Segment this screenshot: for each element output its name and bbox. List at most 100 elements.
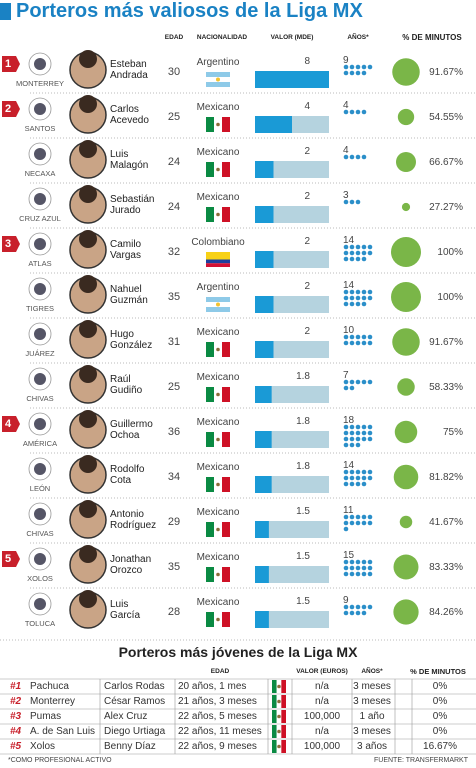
flag [281, 710, 286, 723]
year-dot [361, 301, 367, 307]
title: Porteros más valiosos de la Liga MX [16, 0, 363, 22]
bar-track [255, 431, 329, 448]
year-dot [355, 571, 361, 577]
minutes-label: 54.55% [429, 112, 463, 123]
player-hair [79, 185, 97, 203]
age: 32 [167, 246, 181, 258]
year-dot [361, 565, 367, 571]
value-label: 8 [304, 56, 310, 67]
age: 24 [167, 201, 181, 213]
flag [216, 482, 220, 487]
year-dot [349, 514, 355, 520]
flag [272, 695, 277, 708]
year-dot [343, 520, 349, 526]
age: 29 [167, 516, 181, 528]
year-dot [343, 481, 349, 487]
player-name: Luis Malagón [110, 149, 149, 171]
year-dot [343, 301, 349, 307]
club-logo-inner [34, 58, 46, 70]
year-dot [343, 526, 349, 532]
year-dot [361, 424, 367, 430]
minutes-circle [393, 599, 419, 625]
year-dot [367, 559, 373, 565]
value-bar [255, 341, 274, 358]
minutes-label: 84.26% [429, 607, 463, 618]
player-hair [79, 545, 97, 563]
year-dot [349, 250, 355, 256]
year-dot [349, 295, 355, 301]
year-dot [367, 514, 373, 520]
flag [222, 522, 230, 537]
year-dot [343, 604, 349, 610]
flag [281, 680, 286, 693]
year-dot [343, 475, 349, 481]
nationality: Mexicano [196, 372, 240, 383]
flag [216, 572, 220, 577]
year-dot [355, 256, 361, 262]
flag [277, 744, 281, 749]
age: 28 [167, 606, 181, 618]
rank: 2 [5, 103, 12, 115]
footnote: *COMO PROFESIONAL ACTIVO [8, 757, 112, 764]
cell: Benny Díaz [104, 741, 156, 752]
year-dot [361, 481, 367, 487]
player-name: Rodolfo Cota [110, 464, 145, 486]
year-dot [361, 604, 367, 610]
cell: 3 meses [353, 726, 391, 737]
year-dot [367, 289, 373, 295]
player-name: Carlos Acevedo [110, 104, 149, 126]
year-dot [343, 514, 349, 520]
source: FUENTE: TRANSFERMARKT [374, 757, 468, 764]
player-name: Camilo Vargas [110, 239, 142, 261]
year-dot [355, 154, 361, 160]
flag [272, 725, 277, 738]
year-dot [349, 154, 355, 160]
year-dot [343, 379, 349, 385]
minutes-circle [397, 378, 415, 396]
minutes-circle [392, 328, 420, 356]
minutes-label: 75% [442, 427, 463, 438]
flag [277, 714, 281, 719]
year-dot [361, 256, 367, 262]
year-dot [343, 565, 349, 571]
flag [216, 437, 220, 442]
club-name: SANTOS [24, 124, 56, 133]
year-dot [367, 340, 373, 346]
years-dots [343, 559, 373, 577]
rank-badge [2, 101, 20, 117]
cell: 3 meses [353, 696, 391, 707]
year-dot [343, 70, 349, 76]
cell: n/a [315, 681, 329, 692]
club-name: NECAXA [24, 169, 56, 178]
section-title: Porteros más jóvenes de la Liga MX [118, 644, 358, 660]
player-name: Nahuel Guzmán [110, 284, 148, 306]
bar-track [255, 566, 329, 583]
year-dot [349, 244, 355, 250]
player-hair [79, 140, 97, 158]
years-label: 15 [343, 550, 355, 561]
year-dot [349, 559, 355, 565]
year-dot [355, 250, 361, 256]
age: 30 [167, 66, 181, 78]
flag [216, 392, 220, 397]
club-logo-inner [34, 238, 46, 250]
flag [206, 387, 214, 402]
value-label: 2 [304, 146, 310, 157]
nationality: Mexicano [196, 417, 240, 428]
flag [206, 259, 230, 264]
year-dot [355, 289, 361, 295]
years-label: 7 [343, 370, 349, 381]
year-dot [355, 475, 361, 481]
value-label: 1.8 [296, 461, 310, 472]
year-dot [343, 154, 349, 160]
minutes-circle [395, 151, 417, 173]
player-hair [79, 50, 97, 68]
year-dot [355, 379, 361, 385]
year-dot [349, 379, 355, 385]
year-dot [343, 64, 349, 70]
value-bar [255, 431, 272, 448]
year-dot [349, 199, 355, 205]
flag [216, 167, 220, 172]
cell: 0% [432, 681, 448, 692]
